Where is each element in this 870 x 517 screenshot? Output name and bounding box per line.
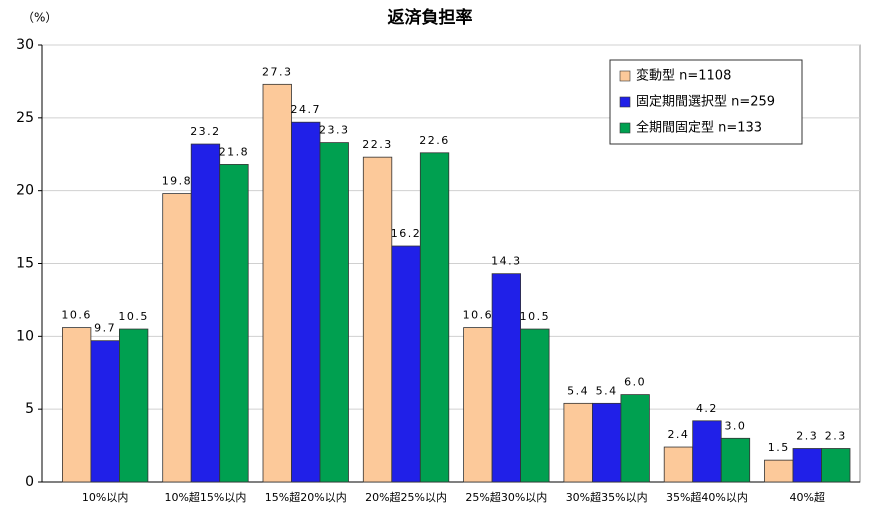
y-tick-label: 30	[16, 37, 34, 53]
bar	[821, 448, 851, 483]
value-label: 9.7	[94, 322, 116, 335]
bar	[692, 420, 722, 483]
bar	[62, 327, 92, 483]
value-label: 22.6	[419, 134, 450, 147]
bar	[491, 273, 522, 483]
bar	[119, 328, 149, 483]
value-label: 27.3	[262, 65, 293, 78]
value-label: 16.2	[391, 227, 422, 240]
x-tick-label: 25%超30%以内	[465, 490, 547, 504]
value-label: 10.5	[520, 310, 551, 323]
x-tick-label: 30%超35%以内	[566, 490, 648, 504]
bar	[419, 152, 450, 483]
value-label: 4.2	[696, 402, 718, 415]
value-label: 3.0	[724, 419, 746, 432]
bar	[520, 328, 550, 483]
legend-swatch	[619, 96, 631, 108]
y-tick-label: 0	[25, 474, 34, 490]
value-label: 24.7	[291, 103, 322, 116]
value-label: 5.4	[567, 384, 589, 397]
value-label: 14.3	[491, 255, 522, 268]
bar	[362, 156, 393, 483]
y-tick-label: 25	[16, 110, 34, 126]
value-label: 23.2	[190, 125, 221, 138]
legend-swatch	[619, 70, 631, 82]
bar	[291, 121, 321, 483]
value-label: 10.6	[463, 309, 494, 322]
value-label: 19.8	[162, 175, 193, 188]
value-label: 22.3	[362, 138, 393, 151]
legend-label: 変動型 n=1108	[636, 68, 731, 84]
value-label: 1.5	[768, 441, 790, 454]
bar	[190, 143, 221, 483]
legend-box	[609, 59, 803, 145]
x-tick-label: 10%以内	[82, 490, 128, 504]
x-tick-label: 15%超20%以内	[265, 490, 347, 504]
legend-label: 全期間固定型 n=133	[636, 120, 762, 136]
value-label: 21.8	[219, 145, 250, 158]
x-tick-label: 10%超15%以内	[164, 490, 246, 504]
value-label: 23.3	[319, 124, 350, 137]
value-label: 6.0	[624, 376, 646, 389]
value-label: 10.5	[118, 310, 149, 323]
y-axis-label: （%）	[22, 11, 57, 25]
y-tick-label: 20	[16, 183, 34, 199]
chart-title: 返済負担率	[388, 7, 473, 28]
value-label: 10.6	[61, 309, 92, 322]
bar	[592, 402, 622, 483]
y-tick-label: 5	[25, 401, 34, 417]
value-label: 5.4	[596, 384, 618, 397]
bar	[463, 327, 493, 483]
bar	[90, 340, 120, 483]
x-tick-label: 20%超25%以内	[365, 490, 447, 504]
bar	[792, 448, 822, 483]
y-tick-label: 15	[16, 256, 34, 272]
x-tick-label: 40%超	[790, 490, 825, 504]
bar	[219, 164, 249, 483]
bar	[720, 437, 751, 483]
value-label: 2.4	[667, 428, 689, 441]
bar	[162, 193, 192, 483]
legend: 変動型 n=1108 固定期間選択型 n=259 全期間固定型 n=133	[609, 59, 803, 145]
bar	[391, 245, 421, 483]
bar	[764, 459, 794, 483]
x-tick-label: 35%超40%以内	[666, 490, 748, 504]
bar	[319, 142, 349, 483]
legend-swatch	[619, 122, 631, 134]
legend-label: 固定期間選択型 n=259	[636, 95, 775, 110]
y-tick-label: 10	[16, 328, 34, 344]
bar	[620, 394, 650, 483]
bar	[563, 402, 593, 483]
bar	[663, 446, 694, 483]
bar	[262, 83, 292, 483]
value-label: 2.3	[825, 429, 847, 442]
value-label: 2.3	[796, 429, 818, 442]
